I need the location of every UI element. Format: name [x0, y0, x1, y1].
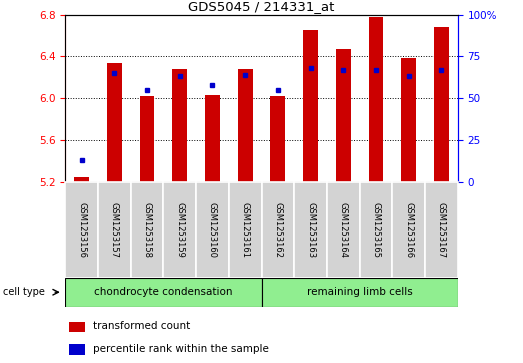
Bar — [163, 182, 196, 278]
Text: GSM1253159: GSM1253159 — [175, 202, 184, 257]
Bar — [140, 96, 154, 182]
Text: GSM1253162: GSM1253162 — [274, 201, 282, 258]
Bar — [238, 69, 253, 182]
Text: GSM1253158: GSM1253158 — [143, 201, 152, 258]
Text: GSM1253160: GSM1253160 — [208, 201, 217, 258]
Text: percentile rank within the sample: percentile rank within the sample — [93, 344, 269, 354]
Bar — [107, 62, 122, 182]
Bar — [74, 178, 89, 182]
Text: transformed count: transformed count — [93, 321, 190, 331]
Bar — [262, 278, 458, 307]
Text: GSM1253161: GSM1253161 — [241, 201, 249, 258]
Text: cell type: cell type — [3, 287, 44, 297]
Text: chondrocyte condensation: chondrocyte condensation — [94, 287, 233, 297]
Text: GSM1253163: GSM1253163 — [306, 201, 315, 258]
Text: GSM1253156: GSM1253156 — [77, 201, 86, 258]
Bar — [434, 27, 449, 182]
Bar — [262, 182, 294, 278]
Bar — [294, 182, 327, 278]
Text: GSM1253167: GSM1253167 — [437, 201, 446, 258]
Bar — [360, 182, 392, 278]
Text: remaining limb cells: remaining limb cells — [306, 287, 413, 297]
Bar — [270, 96, 285, 182]
Text: GSM1253164: GSM1253164 — [339, 201, 348, 258]
Bar — [69, 344, 85, 355]
Bar — [303, 30, 318, 181]
Bar — [229, 182, 262, 278]
Bar — [65, 278, 262, 307]
Bar — [196, 182, 229, 278]
Bar — [131, 182, 163, 278]
Bar — [401, 58, 416, 182]
Bar — [425, 182, 458, 278]
Bar — [327, 182, 360, 278]
Bar — [173, 69, 187, 182]
Bar — [69, 322, 85, 332]
Text: GSM1253166: GSM1253166 — [404, 201, 413, 258]
Text: GSM1253157: GSM1253157 — [110, 201, 119, 258]
Bar — [336, 49, 350, 182]
Bar — [205, 95, 220, 182]
Bar — [98, 182, 131, 278]
Bar — [369, 17, 383, 182]
Text: GSM1253165: GSM1253165 — [371, 201, 380, 258]
Bar — [392, 182, 425, 278]
Title: GDS5045 / 214331_at: GDS5045 / 214331_at — [188, 0, 335, 13]
Bar — [65, 182, 98, 278]
